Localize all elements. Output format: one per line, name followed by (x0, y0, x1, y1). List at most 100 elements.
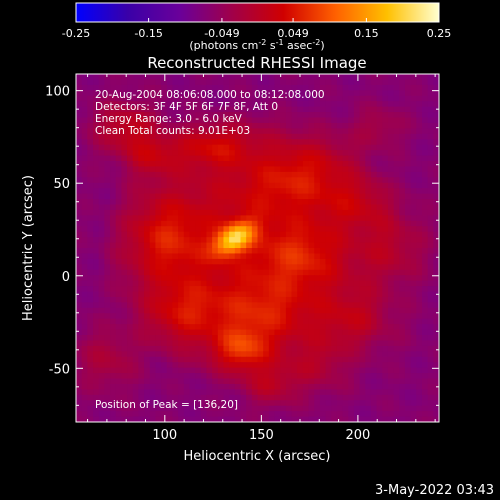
heatmap-cell (87, 296, 94, 303)
heatmap-cell (376, 177, 383, 184)
heatmap-cell (246, 324, 253, 330)
heatmap-cell (433, 367, 440, 374)
heatmap-cell (393, 313, 400, 320)
heatmap-cell (319, 90, 326, 97)
heatmap-cell (308, 280, 315, 287)
heatmap-cell (132, 405, 139, 412)
heatmap-cell (365, 155, 372, 162)
heatmap-cell (98, 231, 105, 238)
heatmap-cell (206, 411, 213, 417)
heatmap-cell (291, 383, 298, 390)
heatmap-cell (161, 345, 168, 352)
heatmap-cell (178, 318, 185, 325)
heatmap-cell (149, 291, 156, 298)
heatmap-cell (274, 307, 281, 314)
heatmap-cell (410, 378, 417, 385)
heatmap-cell (166, 269, 173, 276)
heatmap-cell (115, 324, 122, 330)
heatmap-cell (382, 177, 389, 184)
heatmap-cell (149, 199, 156, 205)
heatmap-cell (291, 177, 298, 184)
heatmap-cell (115, 362, 122, 369)
heatmap-cell (132, 90, 139, 97)
heatmap-cell (263, 150, 270, 156)
heatmap-cell (132, 133, 139, 140)
heatmap-cell (314, 269, 321, 276)
heatmap-cell (178, 291, 185, 298)
heatmap-cell (416, 362, 423, 369)
heatmap-cell (206, 329, 213, 336)
heatmap-cell (212, 367, 219, 374)
heatmap-cell (404, 215, 412, 222)
heatmap-cell (359, 112, 366, 118)
heatmap-cell (178, 101, 185, 108)
heatmap-cell (348, 199, 355, 205)
heatmap-cell (166, 248, 173, 254)
heatmap-cell (427, 182, 434, 189)
heatmap-cell (427, 177, 434, 184)
heatmap-cell (104, 253, 111, 260)
heatmap-cell (274, 258, 281, 265)
heatmap-cell (274, 95, 281, 102)
heatmap-cell (274, 405, 281, 412)
heatmap-cell (325, 411, 332, 417)
heatmap-cell (251, 302, 258, 309)
heatmap-cell (234, 275, 241, 282)
heatmap-cell (195, 394, 202, 401)
heatmap-cell (376, 383, 383, 390)
heatmap-cell (149, 204, 156, 211)
heatmap-cell (104, 302, 111, 309)
heatmap-cell (319, 122, 326, 129)
heatmap-cell (246, 286, 253, 292)
heatmap-cell (110, 340, 117, 347)
heatmap-cell (138, 307, 145, 314)
heatmap-cell (251, 394, 258, 401)
heatmap-cell (155, 373, 162, 379)
heatmap-cell (433, 258, 440, 265)
heatmap-cell (268, 291, 275, 298)
heatmap-cell (189, 253, 196, 260)
heatmap-cell (195, 253, 202, 260)
heatmap-cell (427, 133, 434, 140)
heatmap-cell (365, 394, 372, 401)
heatmap-cell (246, 74, 253, 80)
heatmap-cell (433, 296, 440, 303)
heatmap-cell (229, 302, 236, 309)
heatmap-cell (121, 128, 128, 135)
heatmap-cell (155, 405, 162, 412)
heatmap-cell (353, 389, 360, 396)
heatmap-cell (132, 302, 139, 309)
heatmap-cell (382, 90, 389, 97)
heatmap-cell (285, 335, 292, 341)
heatmap-cell (223, 204, 230, 211)
heatmap-cell (246, 242, 253, 249)
heatmap-cell (302, 231, 309, 238)
heatmap-cell (410, 280, 417, 287)
heatmap-cell (217, 378, 224, 385)
heatmap-cell (297, 318, 304, 325)
heatmap-cell (144, 378, 151, 385)
heatmap-cell (348, 296, 355, 303)
heatmap-cell (93, 258, 100, 265)
heatmap-cell (268, 215, 275, 222)
heatmap-cell (359, 340, 366, 347)
heatmap-cell (353, 411, 360, 417)
heatmap-cell (229, 345, 236, 352)
heatmap-cell (132, 155, 139, 162)
heatmap-cell (246, 335, 253, 341)
heatmap-cell (325, 155, 332, 162)
heatmap-cell (359, 389, 366, 396)
heatmap-cell (223, 394, 230, 401)
heatmap-cell (359, 416, 366, 423)
heatmap-cell (212, 199, 219, 205)
heatmap-cell (217, 394, 224, 401)
heatmap-cell (302, 264, 309, 271)
heatmap-cell (376, 302, 383, 309)
heatmap-cell (427, 416, 434, 423)
heatmap-cell (161, 150, 168, 156)
heatmap-cell (76, 269, 83, 276)
heatmap-cell (387, 302, 395, 309)
heatmap-cell (353, 237, 360, 243)
heatmap-cell (268, 389, 275, 396)
heatmap-cell (121, 329, 128, 336)
